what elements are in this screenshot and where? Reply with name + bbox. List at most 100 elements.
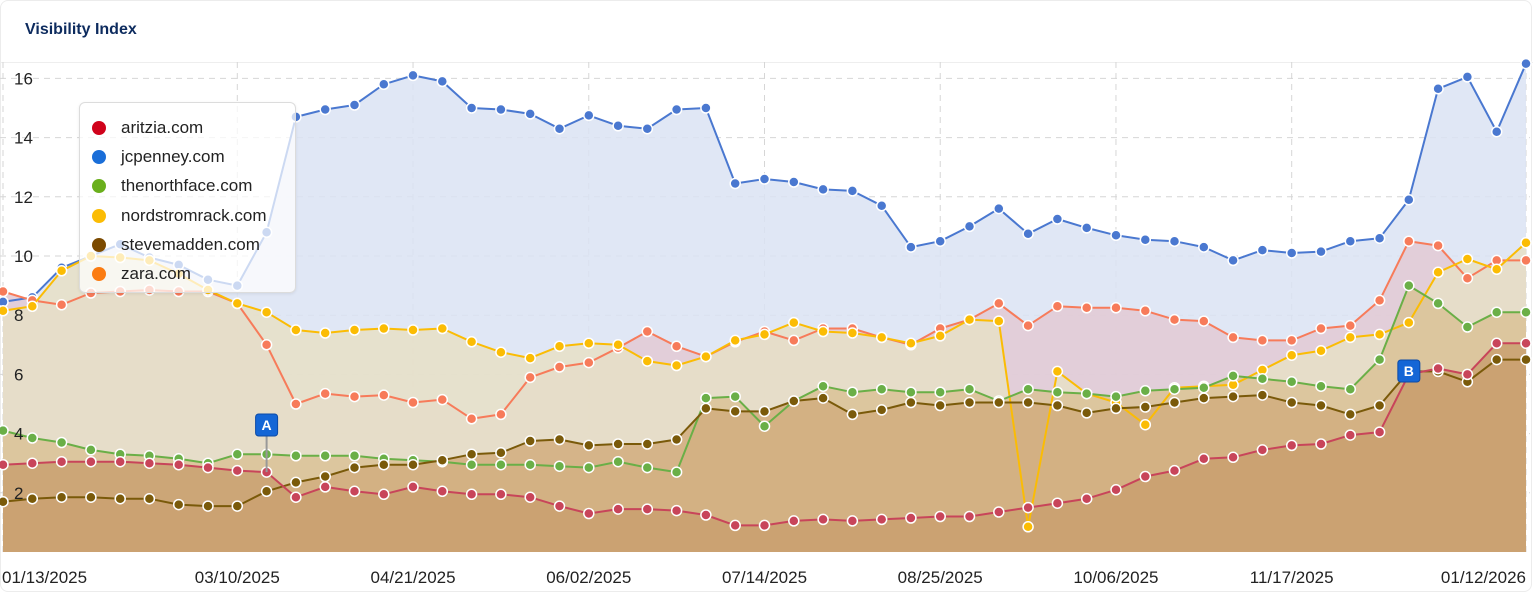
data-point[interactable] [1022,228,1034,240]
data-point[interactable] [55,299,68,311]
data-point[interactable] [553,500,566,512]
data-point[interactable] [436,75,449,88]
data-point[interactable] [1315,245,1327,258]
data-point[interactable] [612,455,624,468]
data-point[interactable] [85,491,97,503]
data-point[interactable] [1080,387,1093,400]
data-point[interactable] [231,464,244,477]
data-point[interactable] [378,322,390,335]
data-point[interactable] [1344,429,1357,441]
data-point[interactable] [231,297,244,310]
data-point[interactable] [846,515,859,527]
data-point[interactable] [348,390,361,403]
data-point[interactable] [788,176,800,188]
data-point[interactable] [1344,235,1357,247]
data-point[interactable] [934,330,946,342]
data-point[interactable] [55,455,68,468]
data-point[interactable] [1051,213,1064,225]
data-point[interactable] [1198,381,1210,394]
data-point[interactable] [378,389,390,401]
data-point[interactable] [465,336,478,348]
data-point[interactable] [1344,319,1357,332]
data-point[interactable] [319,387,331,400]
data-point[interactable] [524,352,536,364]
data-point[interactable] [1403,235,1415,247]
data-point[interactable] [758,519,771,532]
data-point[interactable] [670,340,683,353]
data-point[interactable] [55,265,68,277]
data-point[interactable] [1490,125,1503,138]
data-point[interactable] [1139,233,1152,246]
data-point[interactable] [436,454,449,466]
data-point[interactable] [172,498,185,511]
data-point[interactable] [495,447,507,459]
data-point[interactable] [1256,244,1269,256]
data-point[interactable] [407,69,419,82]
legend-item-aritzia[interactable]: aritzia.com [80,113,295,142]
data-point[interactable] [1198,315,1210,327]
data-point[interactable] [1403,316,1415,329]
data-point[interactable] [963,510,976,523]
data-point[interactable] [905,337,917,350]
data-point[interactable] [553,122,566,135]
data-point[interactable] [934,235,946,247]
data-point[interactable] [1344,408,1357,421]
data-point[interactable] [700,102,712,114]
data-point[interactable] [1285,247,1298,259]
data-point[interactable] [1373,399,1386,412]
data-point[interactable] [583,109,595,122]
data-point[interactable] [260,339,273,351]
data-point[interactable] [1461,368,1474,381]
data-point[interactable] [905,396,917,409]
data-point[interactable] [143,457,156,469]
data-point[interactable] [758,328,771,341]
data-point[interactable] [934,399,946,412]
data-point[interactable] [524,371,536,384]
data-point[interactable] [729,405,741,418]
data-point[interactable] [758,405,771,418]
data-point[interactable] [993,506,1005,518]
data-point[interactable] [553,340,566,353]
data-point[interactable] [1285,396,1298,409]
data-point[interactable] [1139,384,1152,397]
data-point[interactable] [905,386,917,398]
data-point[interactable] [700,509,712,521]
data-point[interactable] [1139,305,1152,317]
data-point[interactable] [875,331,888,344]
data-point[interactable] [1227,331,1239,344]
data-point[interactable] [1110,302,1122,314]
data-point[interactable] [1285,376,1298,388]
data-point[interactable] [1051,300,1064,313]
data-point[interactable] [0,458,9,471]
data-point[interactable] [1168,396,1181,409]
data-point[interactable] [319,450,331,462]
data-point[interactable] [993,297,1005,310]
data-point[interactable] [26,492,39,505]
data-point[interactable] [1373,328,1386,341]
legend-item-jcpenney[interactable]: jcpenney.com [80,142,295,171]
data-point[interactable] [817,513,829,526]
data-point[interactable] [1227,370,1239,382]
data-point[interactable] [1022,383,1034,395]
data-point[interactable] [465,458,478,471]
data-point[interactable] [846,327,859,339]
data-point[interactable] [1432,239,1444,252]
data-point[interactable] [1315,322,1327,335]
data-point[interactable] [1432,362,1444,375]
data-point[interactable] [1022,501,1034,514]
data-point[interactable] [348,461,361,474]
data-point[interactable] [993,202,1005,215]
data-point[interactable] [641,122,654,135]
data-point[interactable] [1344,331,1357,344]
data-point[interactable] [817,392,829,404]
data-point[interactable] [1373,353,1386,366]
data-point[interactable] [1285,439,1298,452]
data-point[interactable] [436,393,449,406]
data-point[interactable] [846,386,859,398]
data-point[interactable] [729,390,741,403]
legend-item-zara[interactable]: zara.com [80,259,295,288]
data-point[interactable] [700,392,712,404]
data-point[interactable] [963,313,976,326]
data-point[interactable] [1198,392,1210,404]
data-point[interactable] [1432,266,1444,279]
